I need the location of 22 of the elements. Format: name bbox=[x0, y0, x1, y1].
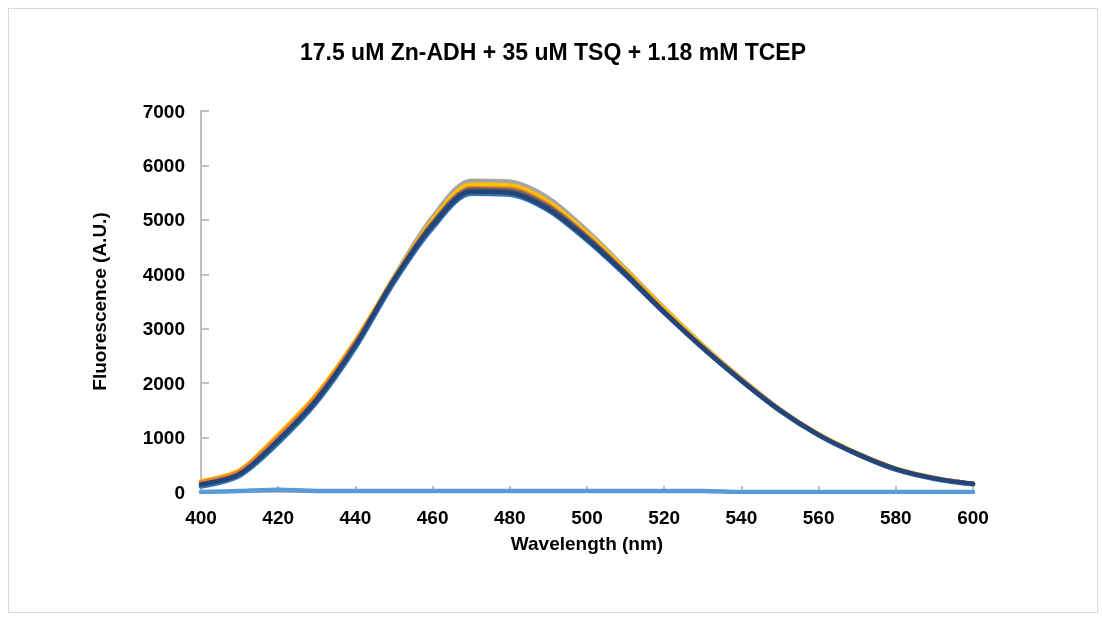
x-tick-label: 400 bbox=[185, 507, 217, 528]
x-axis-title: Wavelength (nm) bbox=[510, 533, 664, 554]
x-tick-label: 500 bbox=[571, 507, 603, 528]
y-axis-title: Fluorescence (A.U.) bbox=[89, 212, 110, 391]
chart-title: 17.5 uM Zn-ADH + 35 uM TSQ + 1.18 mM TCEP bbox=[299, 38, 807, 65]
y-tick-label: 1000 bbox=[142, 427, 185, 449]
x-tick-label: 480 bbox=[493, 507, 526, 528]
x-tick-label: 440 bbox=[339, 507, 372, 528]
x-tick-label: 600 bbox=[957, 507, 989, 528]
x-tick-label: 540 bbox=[725, 507, 758, 528]
x-tick-label: 520 bbox=[648, 507, 681, 528]
x-tick-label: 420 bbox=[262, 507, 295, 528]
y-tick-label: 0 bbox=[174, 481, 185, 503]
y-tick-label: 5000 bbox=[142, 209, 185, 231]
y-tick-label: 3000 bbox=[142, 318, 185, 340]
x-tick-label: 560 bbox=[802, 507, 835, 528]
y-tick-label: 6000 bbox=[142, 154, 185, 176]
x-tick-label: 460 bbox=[416, 507, 449, 528]
y-tick-label: 7000 bbox=[142, 100, 185, 122]
x-tick-label: 580 bbox=[879, 507, 912, 528]
y-tick-label: 4000 bbox=[142, 263, 185, 285]
y-tick-label: 2000 bbox=[142, 372, 185, 394]
